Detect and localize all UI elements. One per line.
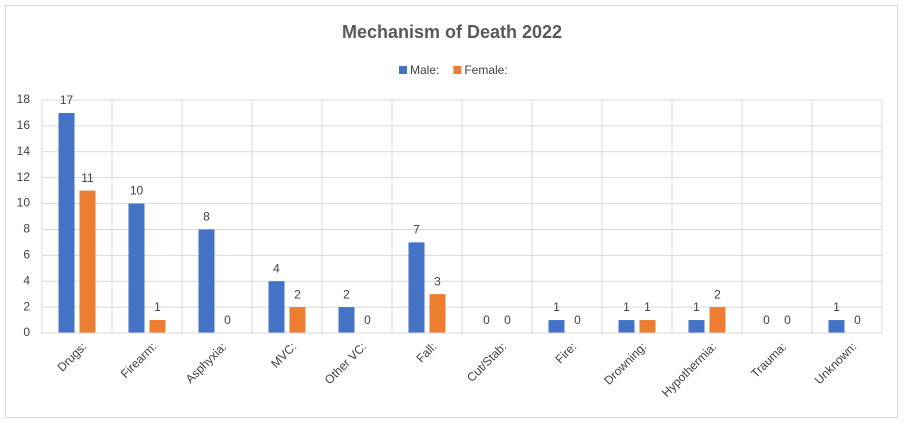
data-label: 7 [413, 223, 420, 237]
bar [429, 294, 446, 333]
legend-swatch [399, 66, 407, 74]
data-label: 2 [343, 287, 350, 301]
bar [639, 320, 656, 333]
data-label: 0 [763, 313, 770, 327]
legend-label: Female: [464, 63, 507, 77]
bar [128, 203, 145, 333]
y-tick-label: 10 [17, 196, 31, 210]
data-label: 1 [833, 300, 840, 314]
data-label: 4 [273, 261, 280, 275]
bar [79, 190, 96, 333]
data-label: 2 [714, 287, 721, 301]
data-label: 1 [693, 300, 700, 314]
bar [149, 320, 166, 333]
bar [268, 281, 285, 333]
data-label: 10 [130, 184, 144, 198]
y-tick-label: 0 [23, 325, 30, 339]
y-tick-label: 12 [17, 170, 31, 184]
data-label: 17 [60, 93, 74, 107]
data-label: 0 [574, 313, 581, 327]
y-tick-label: 6 [23, 248, 30, 262]
y-tick-label: 18 [17, 92, 31, 106]
data-label: 0 [483, 313, 490, 327]
data-label: 0 [364, 313, 371, 327]
legend-label: Male: [410, 63, 439, 77]
legend: Male: Female: [399, 63, 508, 77]
bar [618, 320, 635, 333]
data-label: 1 [644, 300, 651, 314]
data-label: 3 [434, 274, 441, 288]
data-label: 0 [854, 313, 861, 327]
bar [198, 229, 215, 333]
chart-title: Mechanism of Death 2022 [342, 22, 562, 42]
data-label: 1 [154, 300, 161, 314]
y-tick-label: 8 [23, 222, 30, 236]
bar [289, 307, 306, 333]
legend-swatch [453, 66, 462, 74]
bar [548, 320, 565, 333]
data-label: 1 [553, 300, 560, 314]
bar [709, 307, 726, 333]
y-tick-label: 14 [17, 144, 31, 158]
y-tick-label: 2 [23, 299, 30, 313]
data-label: 0 [784, 313, 791, 327]
data-label: 8 [203, 210, 210, 224]
bar [828, 320, 845, 333]
chart-border [5, 5, 898, 418]
data-label: 2 [294, 287, 301, 301]
bar [408, 242, 425, 333]
y-tick-label: 4 [23, 273, 30, 287]
data-label: 0 [504, 313, 511, 327]
y-tick-label: 16 [17, 118, 31, 132]
bar [338, 307, 355, 333]
data-label: 0 [224, 313, 231, 327]
data-label: 11 [81, 171, 94, 185]
bar [688, 320, 705, 333]
bar [58, 112, 75, 333]
data-label: 1 [623, 300, 630, 314]
